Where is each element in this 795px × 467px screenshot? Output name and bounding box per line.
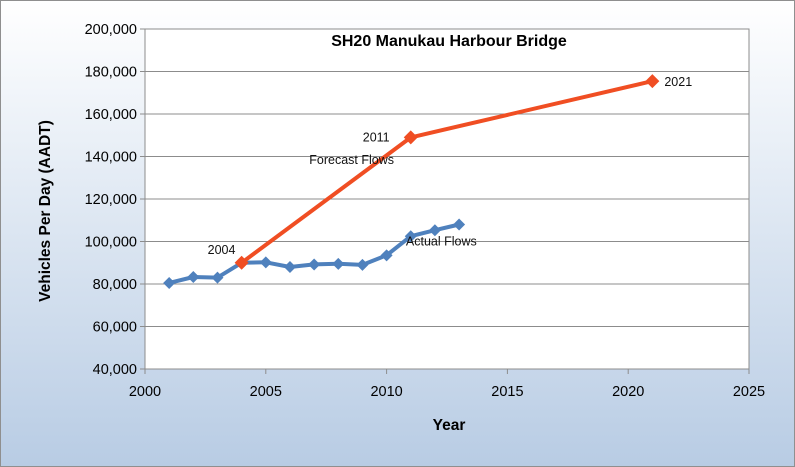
x-tick-label: 2000 xyxy=(129,384,161,400)
actual-point xyxy=(356,258,369,271)
actual-point xyxy=(163,276,176,289)
annotation-forecast-flows: Forecast Flows xyxy=(309,153,394,167)
actual-point xyxy=(211,271,224,284)
x-tick-label: 2020 xyxy=(612,384,644,400)
y-tick-label: 200,000 xyxy=(85,22,137,38)
x-tick-label: 2015 xyxy=(491,384,523,400)
x-axis-label: Year xyxy=(433,417,466,434)
actual-point xyxy=(187,270,200,283)
forecast-point xyxy=(234,255,249,270)
y-tick-label: 60,000 xyxy=(93,320,137,336)
y-tick-label: 120,000 xyxy=(85,192,137,208)
annotations: 2004 2011 2021 Forecast Flows Actual Flows xyxy=(208,75,693,257)
forecast-point xyxy=(645,74,660,89)
actual-point xyxy=(404,230,417,243)
actual-point xyxy=(428,224,441,237)
annotation-2021: 2021 xyxy=(664,75,692,89)
y-tick-label: 140,000 xyxy=(85,150,137,166)
y-tick-label: 100,000 xyxy=(85,235,137,251)
y-axis-ticks: 40,000 60,000 80,000 100,000 120,000 140,000 1… xyxy=(85,22,145,378)
actual-point xyxy=(308,258,321,271)
series-layer xyxy=(163,74,660,289)
y-tick-label: 40,000 xyxy=(93,362,137,378)
actual-point xyxy=(332,257,345,270)
forecast-point xyxy=(403,130,418,145)
actual-point xyxy=(259,256,272,269)
actual-point xyxy=(453,218,466,231)
x-tick-label: 2005 xyxy=(250,384,282,400)
forecast-series xyxy=(234,74,660,270)
x-axis-ticks: 2000 2005 2010 2015 2020 2025 xyxy=(129,369,765,400)
y-tick-label: 80,000 xyxy=(93,277,137,293)
actual-point xyxy=(380,249,393,262)
chart-title: SH20 Manukau Harbour Bridge xyxy=(331,33,567,50)
annotation-2004: 2004 xyxy=(208,243,236,257)
annotation-actual-flows: Actual Flows xyxy=(406,235,477,249)
annotation-2011: 2011 xyxy=(363,130,390,144)
x-tick-label: 2025 xyxy=(733,384,765,400)
gridlines xyxy=(145,71,749,327)
actual-point xyxy=(283,261,296,273)
y-tick-label: 160,000 xyxy=(85,107,137,123)
y-tick-label: 180,000 xyxy=(85,65,137,81)
y-axis-label: Vehicles Per Day (AADT) xyxy=(37,120,54,302)
x-tick-label: 2010 xyxy=(370,384,402,400)
